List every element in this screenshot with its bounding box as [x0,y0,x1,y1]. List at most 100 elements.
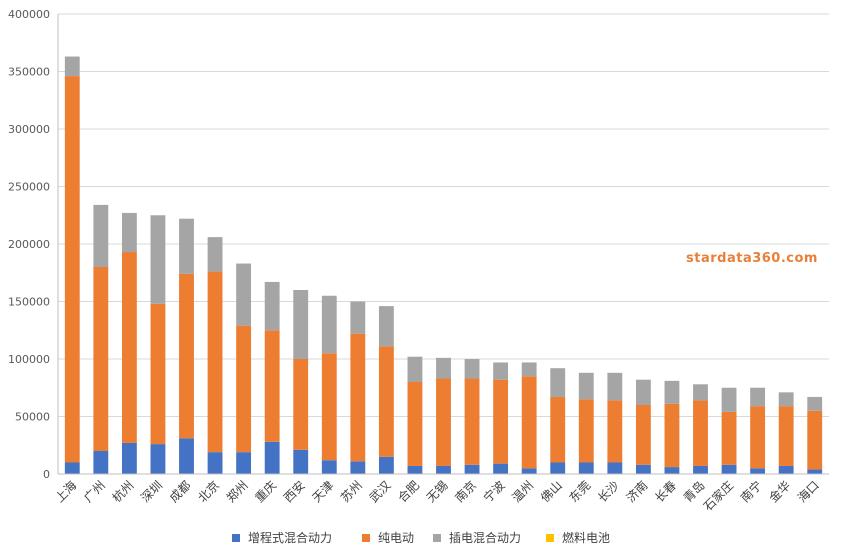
bar-segment [293,359,309,450]
bar-segment [664,380,680,404]
bar-segment [378,456,394,474]
bar-segment [436,465,451,474]
x-tick-label: 金华 [766,478,794,506]
bar-segment [807,469,823,474]
bar-segment [179,438,194,474]
x-tick-label: 长春 [652,478,679,505]
bar-segment [121,252,137,443]
bar-segment [121,212,137,253]
watermark-text: stardata360.com [686,251,818,266]
x-tick-label: 合肥 [394,478,422,506]
legend-label: 插电混合动力 [449,530,521,545]
bar-segment [350,461,366,474]
bar-segment [64,56,80,77]
x-tick-label: 长沙 [595,478,622,505]
bar-segment [378,346,394,457]
x-tick-label: 佛山 [538,478,565,505]
bar-segment [807,396,823,411]
bar-segment [293,449,309,474]
x-tick-label: 郑州 [223,478,251,506]
bar-segment [635,405,651,465]
x-tick-label: 济南 [623,478,651,506]
bar-segment [493,463,509,474]
y-tick-label: 350000 [8,66,50,79]
axes [57,14,829,475]
bar-segment [436,378,451,466]
y-axis-ticks: 0 50000 100000 150000 200000 250000 300000 3500… [8,8,50,481]
legend: 增程式混合动力 纯电动 插电混合动力 燃料电池 [232,530,610,545]
x-tick-label: 宁波 [480,478,508,506]
x-tick-label: 无锡 [423,478,451,506]
bar-segment [321,353,337,461]
bar-segment [664,403,680,468]
y-tick-label: 50000 [15,411,50,424]
bar-segment [607,462,623,474]
bar-segment [578,462,594,474]
x-tick-label: 南京 [452,478,480,506]
bar-segment [464,359,480,379]
bar-segment [607,400,623,463]
bar-segment [550,462,566,474]
bar-segment [264,281,280,331]
bar-segment [207,237,223,272]
bar-segment [750,468,766,474]
bar-segment [693,465,708,474]
bar-segment [64,462,80,474]
bar-segment [550,368,566,397]
bar-segment [778,392,794,407]
x-tick-label: 苏州 [338,478,365,505]
bar-segment [807,410,823,470]
bar-segment [350,301,366,334]
y-tick-label: 250000 [8,181,50,194]
y-tick-label: 200000 [8,238,50,251]
bar-segment [578,399,594,463]
bar-segment [521,376,537,469]
bar-segment [664,467,680,474]
bar-segment [207,271,223,453]
bar-segment [321,295,337,354]
bar-segment [750,387,766,407]
bar-segment [778,406,794,466]
bar-segment [207,452,223,474]
legend-label: 纯电动 [378,531,414,545]
bar-segment [521,362,537,377]
bar-segment [93,204,109,267]
bar-segment [721,464,737,474]
bar-segment [635,379,651,405]
bar-segment [407,356,423,382]
bar-segment [607,372,623,401]
bar-segment [93,451,109,474]
bar-segment [721,411,737,465]
bar-segment [236,325,252,453]
y-tick-label: 400000 [8,8,50,21]
x-tick-label: 天津 [310,478,337,505]
x-tick-label: 成都 [167,478,194,505]
bar-segment [578,372,594,400]
bar-segment [179,273,194,439]
y-tick-label: 150000 [8,296,50,309]
bar-segment [464,464,480,474]
x-tick-label: 重庆 [252,478,279,505]
bar-segment [150,215,166,304]
x-tick-label: 杭州 [109,478,137,506]
bar-segment [64,76,80,463]
y-tick-label: 0 [43,468,50,481]
bar-segment [264,441,280,474]
x-tick-label: 上海 [52,478,80,506]
x-tick-label: 武汉 [367,478,394,505]
legend-swatch [433,534,441,542]
x-tick-label: 北京 [195,478,222,505]
bar-segment [264,330,280,442]
x-tick-label: 西安 [280,478,308,506]
x-tick-label: 石家庄 [700,478,736,514]
legend-swatch [232,534,240,542]
bar-segment [750,406,766,469]
legend-swatch [546,534,554,542]
bar-segment [493,362,509,380]
bar-segment [378,306,394,347]
y-tick-label: 100000 [8,353,50,366]
x-tick-label: 广州 [81,478,108,505]
bar-segment [236,263,252,326]
x-axis-ticks: 上海 广州 杭州 深圳 成都 北京 郑州 重庆 西安 天津 苏州 武汉 合肥 无锡 南京 宁波 温州 佛山 东莞 长沙… [52,478,822,514]
